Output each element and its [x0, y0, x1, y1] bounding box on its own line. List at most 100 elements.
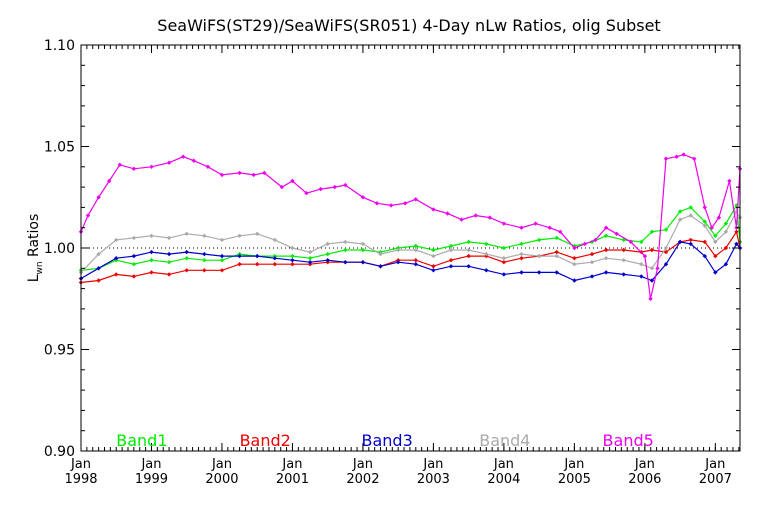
data-point [219, 237, 225, 243]
x-tick-year-label: 2003 [417, 472, 450, 487]
data-point [536, 237, 542, 243]
data-point [166, 160, 172, 165]
data-point [332, 184, 337, 190]
data-point [360, 260, 366, 265]
data-point [466, 247, 471, 253]
data-point [279, 184, 285, 190]
x-tick-month-label: Jan [211, 457, 232, 472]
data-point [431, 247, 436, 253]
data-point [219, 268, 225, 273]
data-point [501, 260, 507, 265]
y-axis-label-main: L [26, 274, 42, 282]
data-point [649, 247, 655, 253]
x-tick-year-label: 1998 [64, 472, 97, 487]
data-point [723, 245, 729, 251]
data-point [487, 215, 492, 220]
data-point [325, 258, 330, 263]
x-tick-month-label: Jan [563, 457, 584, 472]
data-point [603, 233, 609, 238]
data-point [639, 262, 644, 267]
data-point [519, 225, 524, 230]
data-point [702, 239, 707, 245]
data-point [360, 247, 366, 253]
data-point [131, 253, 137, 259]
data-point [723, 221, 729, 226]
data-point [723, 262, 729, 267]
data-point [663, 262, 669, 267]
series-layer [78, 152, 743, 302]
y-axis-label: Lwn Ratios [26, 214, 45, 283]
data-point [255, 253, 260, 259]
data-point [184, 256, 189, 261]
data-point [709, 225, 714, 230]
data-point [431, 264, 436, 269]
data-point [255, 231, 260, 236]
data-point [677, 217, 683, 222]
data-point [473, 213, 478, 218]
data-point [149, 233, 154, 238]
data-point [501, 256, 507, 261]
data-point [96, 251, 101, 257]
series-line-band2 [80, 230, 741, 284]
data-point [702, 219, 707, 224]
data-point [343, 260, 348, 265]
x-tick-year-label: 2005 [558, 472, 591, 487]
legend-band1: Band1 [116, 431, 167, 450]
data-point [603, 247, 609, 253]
y-axis-label-sub: wn [35, 261, 45, 274]
data-point [692, 156, 697, 161]
data-point [519, 241, 524, 247]
x-tick-year-label: 2002 [346, 472, 379, 487]
y-axis-label-rest: Ratios [26, 214, 42, 262]
data-point [572, 278, 577, 283]
data-point [688, 241, 693, 247]
data-point [628, 239, 633, 245]
data-point [184, 268, 189, 273]
data-point [727, 178, 732, 184]
data-point [716, 215, 722, 220]
data-point [533, 221, 538, 226]
data-point [688, 205, 693, 210]
data-point [642, 253, 648, 259]
data-point [237, 253, 242, 259]
data-point [501, 245, 507, 251]
data-point [290, 262, 295, 267]
data-point [202, 251, 207, 257]
data-point [360, 195, 366, 200]
data-point [360, 241, 366, 247]
data-point [237, 233, 242, 238]
data-point [501, 272, 507, 277]
x-tick-year-label: 2000 [205, 472, 238, 487]
data-point [713, 239, 718, 245]
data-point [589, 260, 595, 265]
data-point [621, 272, 626, 277]
chart-title: SeaWiFS(ST29)/SeaWiFS(SR051) 4-Day nLw R… [157, 16, 660, 35]
data-point [272, 237, 277, 243]
data-point [202, 258, 207, 263]
x-tick-year-label: 2004 [487, 472, 520, 487]
data-point [272, 256, 277, 261]
data-point [614, 231, 619, 236]
data-point [184, 249, 189, 255]
data-point [589, 251, 595, 257]
x-tick-month-label: Jan [704, 457, 725, 472]
data-point [255, 262, 260, 267]
data-point [374, 201, 380, 206]
data-point [554, 270, 559, 275]
x-tick-year-label: 2001 [276, 472, 309, 487]
data-point [117, 162, 122, 167]
data-point [448, 243, 454, 249]
data-point [219, 258, 225, 263]
data-point [677, 239, 683, 245]
data-point [621, 247, 626, 253]
data-point [649, 278, 655, 283]
data-point [149, 270, 154, 275]
data-point [403, 201, 408, 206]
legend-band4: Band4 [479, 431, 530, 450]
data-point [674, 154, 679, 159]
data-point [484, 241, 489, 247]
data-point [484, 251, 489, 257]
data-point [107, 178, 112, 184]
data-point [290, 245, 295, 251]
